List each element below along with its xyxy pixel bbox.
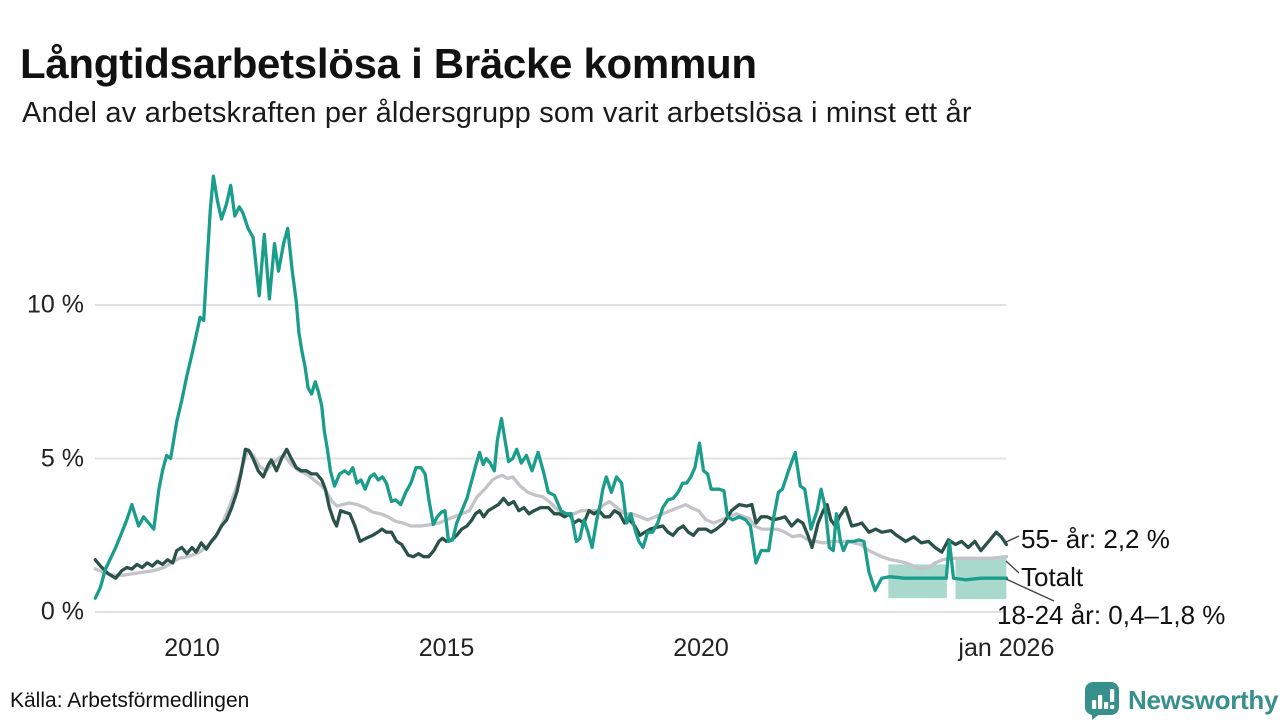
y-tick-label: 10 % (27, 290, 84, 319)
series-line-55- år (93, 447, 1009, 580)
annotation-leader-line (1005, 578, 1055, 602)
y-tick-label: 5 % (40, 444, 84, 472)
uncertainty-band (888, 564, 947, 599)
series-label-18-24: 18-24 år: 0,4–1,8 % (997, 600, 1226, 630)
page-title: Långtidsarbetslösa i Bräcke kommun (20, 40, 757, 88)
x-tick-label: 2010 (164, 634, 220, 662)
newsworthy-logo-text: Newsworthy (1128, 685, 1279, 715)
series-line-18-24 år (93, 174, 1009, 600)
y-tick-label: 0 % (40, 597, 84, 626)
annotation-leader-line (1005, 560, 1020, 574)
annotation-leader-line (1005, 535, 1020, 543)
source-caption: Källa: Arbetsförmedlingen (10, 689, 250, 712)
series-line-Totalt (93, 447, 1009, 577)
x-tick-label: jan 2026 (958, 634, 1055, 662)
x-tick-label: 2015 (418, 634, 475, 662)
x-tick-label: 2020 (673, 634, 729, 662)
newsworthy-bubble-chart-icon (1085, 682, 1119, 720)
chart-subtitle: Andel av arbetskraften per åldersgrupp s… (22, 97, 972, 129)
series-label-55-plus: 55- år: 2,2 % (1021, 524, 1170, 554)
series-label-totalt: Totalt (1021, 562, 1084, 592)
newsworthy-logo[interactable]: Newsworthy (1084, 681, 1278, 720)
